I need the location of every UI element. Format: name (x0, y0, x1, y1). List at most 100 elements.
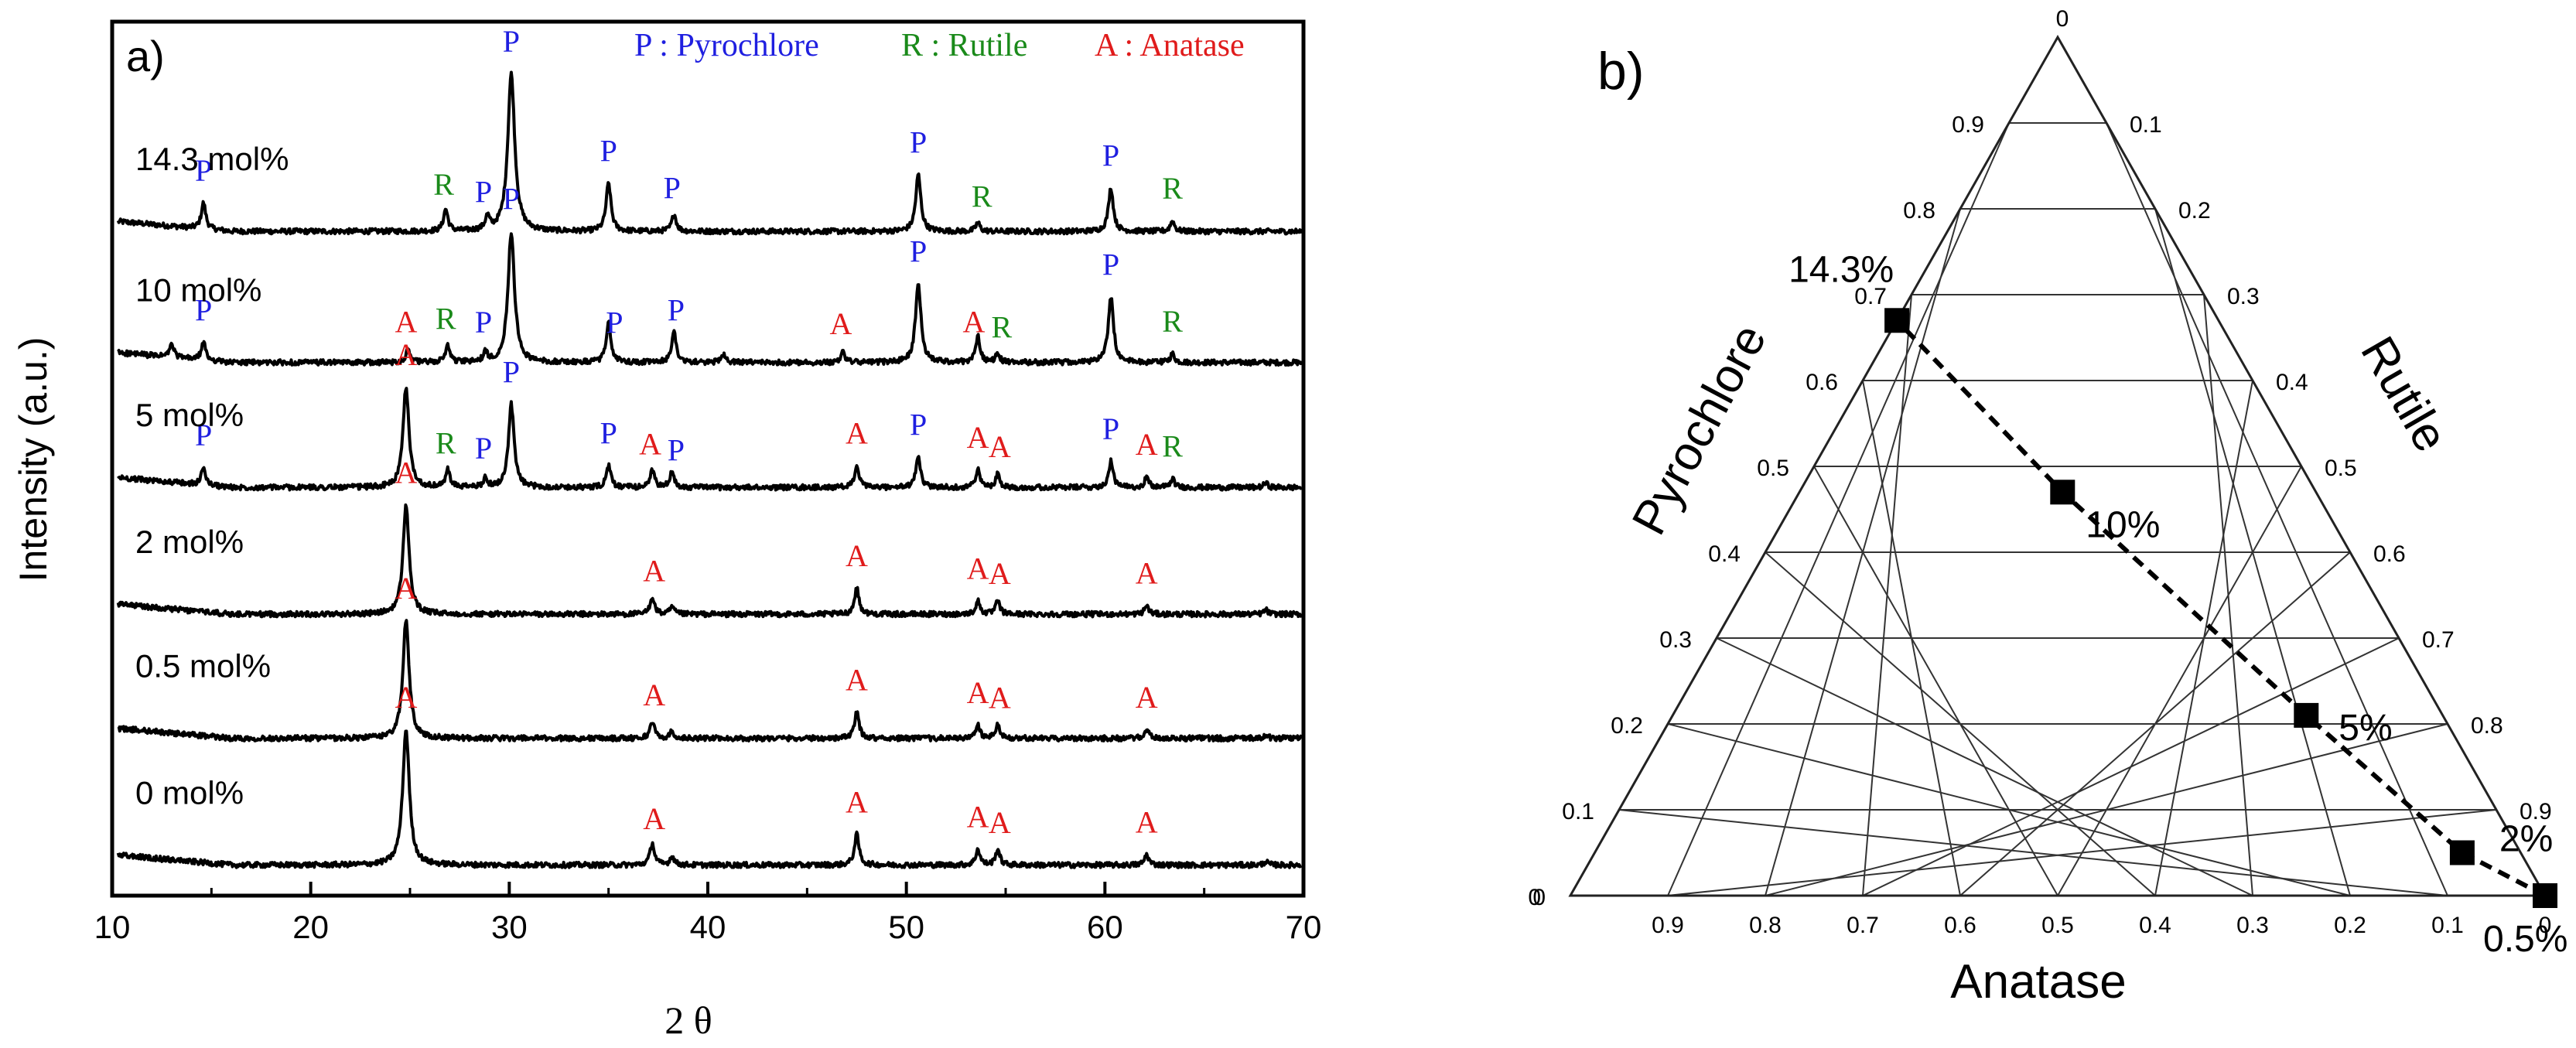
xrd-trace (117, 232, 1303, 367)
ternary-gridline-rising (1813, 466, 2058, 896)
ternary-gridline-rising (1765, 551, 2156, 896)
ternary-bottom-tick: 0.7 (1847, 913, 1879, 938)
ternary-left-tick: 0.1 (1562, 799, 1594, 824)
peak-label: A (643, 801, 665, 836)
peak-label: P (503, 24, 520, 59)
ternary-point-label: 10% (2086, 504, 2160, 545)
series-name: 0.5 mol% (135, 648, 271, 684)
ternary-right-tick: 0.6 (2373, 541, 2406, 567)
peak-label: P (475, 305, 492, 340)
ternary-axis-rutile: Rutile (2350, 328, 2458, 461)
peak-label: A (1136, 427, 1158, 462)
xrd-x-ticks: 10 20 30 40 50 60 70 (94, 882, 1321, 945)
ternary-left-tick: 0.5 (1757, 456, 1789, 481)
peak-label: A (989, 556, 1011, 591)
peak-label: R (1162, 171, 1183, 206)
peak-label: A (989, 681, 1011, 715)
ternary-left-tick: 0 (1532, 885, 1546, 910)
ternary-bottom-tick: 0.3 (2236, 913, 2269, 938)
x-axis-label: 2 θ (664, 999, 712, 1042)
ternary-gridline-falling (2154, 380, 2253, 896)
peak-label: A (967, 800, 989, 835)
ternary-right-tick: 0.9 (2520, 799, 2552, 824)
xrd-trace (116, 70, 1303, 236)
ternary-panel: 0 0.1 0.2 0.3 0.4 0.5 0.6 0.7 0.8 0.9 0.1 0.2 0.3 0.4… (1528, 6, 2567, 1009)
ternary-left-tick: 0.2 (1611, 713, 1643, 739)
series-name: 14.3 mol% (135, 141, 289, 177)
y-axis-label: Intensity (a.u.) (12, 337, 55, 582)
panel-b-label: b) (1597, 42, 1644, 101)
ternary-right-tick: 0.1 (2130, 112, 2162, 138)
ternary-axis-anatase: Anatase (1950, 955, 2127, 1009)
ternary-bottom-tick: 0.2 (2334, 913, 2366, 938)
ternary-left-tick: 0.8 (1903, 198, 1935, 224)
xrd-trace (117, 619, 1303, 742)
ternary-point-label: 14.3% (1789, 249, 1894, 290)
ternary-right-tick: 0.7 (2422, 627, 2455, 653)
ternary-bottom-tick: 0.5 (2041, 913, 2074, 938)
ternary-point (1884, 308, 1910, 333)
peak-label: A (639, 426, 661, 461)
peak-label: P (668, 433, 685, 468)
ternary-left-tick: 0.3 (1659, 627, 1692, 653)
peak-label: R (436, 302, 456, 336)
ternary-point (2050, 480, 2075, 505)
peak-label: A (846, 538, 868, 573)
peak-label: A (643, 678, 665, 712)
peak-label: A (395, 337, 417, 372)
peak-label: P (600, 133, 617, 168)
ternary-point (2533, 883, 2557, 908)
ternary-gridline-rising (1618, 809, 2448, 896)
peak-label: A (643, 554, 665, 589)
ternary-trend-line (1894, 319, 2547, 898)
peak-label: P (910, 125, 927, 159)
xrd-trace (116, 503, 1303, 619)
peak-label: A (989, 805, 1011, 840)
peak-label: R (1162, 429, 1183, 464)
peak-label: A (395, 571, 417, 606)
series-name: 10 mol% (135, 272, 261, 309)
peak-label: P (195, 293, 212, 328)
ternary-point-label: 0.5% (2483, 919, 2567, 960)
xrd-trace (116, 729, 1303, 869)
ternary-gridline-rising (1667, 723, 2351, 896)
series-name: 0 mol% (135, 774, 244, 811)
peak-label: A (967, 420, 989, 455)
panel-a-label: a) (126, 32, 165, 80)
peak-label: A (967, 675, 989, 710)
ternary-outline (1568, 34, 2547, 897)
peak-label: P (195, 153, 212, 188)
ternary-apex-tick: 0 (2056, 6, 2069, 32)
peak-label: P (1102, 138, 1119, 172)
ternary-gridline-falling (2106, 122, 2448, 896)
series-name: 5 mol% (135, 397, 244, 433)
ternary-point (2294, 702, 2319, 728)
xrd-trace (117, 387, 1303, 492)
ternary-left-tick-origin: 0 (1528, 885, 1541, 910)
ternary-left-tick: 0.6 (1806, 370, 1838, 395)
peak-label: P (606, 306, 623, 340)
ternary-grid (1568, 34, 2547, 897)
ternary-point-label: 2% (2499, 819, 2553, 860)
ternary-data: 0.5% 2% 5% 10% 14.3% (1789, 249, 2567, 960)
peak-label: P (910, 407, 927, 442)
ternary-bottom-tick: 0 (2539, 913, 2552, 938)
peak-label: P (1102, 247, 1119, 282)
peak-label: R (433, 167, 454, 202)
peak-label: P (195, 418, 212, 452)
peak-label: P (668, 292, 685, 327)
peak-label: A (846, 416, 868, 451)
peak-label: A (395, 456, 417, 490)
peak-label: P (910, 234, 927, 269)
ternary-gridline-falling (2057, 466, 2302, 896)
x-tick-label: 10 (94, 909, 131, 945)
peak-label: P (503, 182, 520, 217)
peak-label: P (600, 416, 617, 451)
peak-label: P (503, 354, 520, 389)
ternary-ticks: 0 0.1 0.2 0.3 0.4 0.5 0.6 0.7 0.8 0.9 0.1 0.2 0.3 0.4… (1528, 6, 2551, 938)
x-tick-label: 40 (690, 909, 726, 945)
x-tick-label: 20 (292, 909, 329, 945)
ternary-right-tick: 0.4 (2276, 370, 2308, 395)
